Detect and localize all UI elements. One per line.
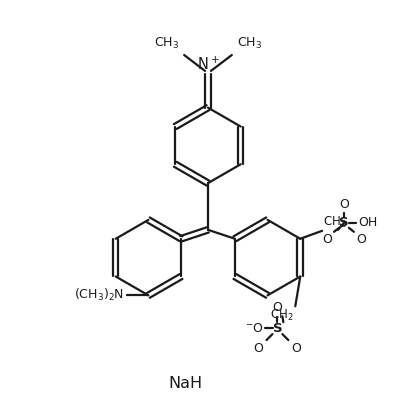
Text: O: O bbox=[355, 233, 365, 246]
Text: O: O bbox=[272, 301, 282, 314]
Text: $\mathrm{CH_2}$: $\mathrm{CH_2}$ bbox=[322, 215, 346, 230]
Text: $\mathrm{N}^+$: $\mathrm{N}^+$ bbox=[196, 56, 219, 73]
Text: $\mathrm{CH_3}$: $\mathrm{CH_3}$ bbox=[236, 36, 261, 51]
Text: S: S bbox=[272, 322, 281, 335]
Text: $\mathrm{(CH_3)_2N}$: $\mathrm{(CH_3)_2N}$ bbox=[74, 287, 124, 304]
Text: O: O bbox=[291, 342, 301, 355]
Text: OH: OH bbox=[357, 217, 376, 230]
Text: O: O bbox=[321, 233, 331, 246]
Text: O: O bbox=[253, 342, 263, 355]
Text: NaH: NaH bbox=[168, 376, 202, 391]
Text: $\mathrm{CH_3}$: $\mathrm{CH_3}$ bbox=[154, 36, 179, 51]
Text: $\mathrm{CH_2}$: $\mathrm{CH_2}$ bbox=[269, 308, 292, 324]
Text: S: S bbox=[338, 217, 348, 230]
Text: O: O bbox=[338, 198, 348, 211]
Text: $\mathrm{^{-}O}$: $\mathrm{^{-}O}$ bbox=[244, 322, 263, 335]
